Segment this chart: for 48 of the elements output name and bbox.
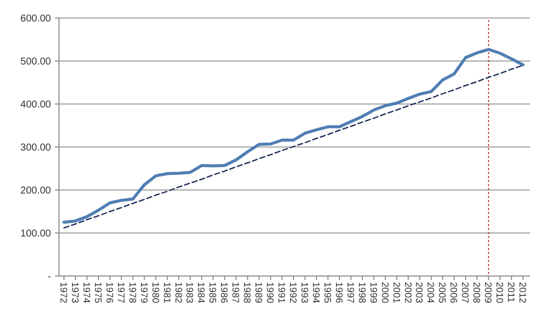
x-tick-label: 1999 (367, 282, 378, 304)
x-tick-label: 1974 (80, 282, 92, 304)
x-tick-label: 2003 (413, 282, 424, 304)
x-tick-label: 2010 (494, 282, 505, 304)
x-tick-label: 1996 (332, 282, 344, 304)
x-tick-label: 2004 (424, 282, 436, 304)
x-tick-label: 1991 (276, 282, 287, 304)
y-tick-label: - (48, 272, 51, 282)
y-tick-label: 400.00 (20, 100, 52, 110)
x-tick-label: 1992 (287, 282, 298, 304)
x-tick-label: 1988 (241, 282, 252, 304)
x-tick-label: 1985 (206, 282, 218, 304)
x-tick-label: 2009 (482, 282, 494, 304)
x-tick-label: 2006 (448, 282, 459, 304)
x-tick-label: 1973 (68, 282, 80, 304)
x-tick-label: 1978 (126, 282, 138, 304)
x-tick-label: 1987 (230, 282, 241, 304)
x-tick-label: 1989 (252, 282, 264, 304)
x-tick-label: 1984 (195, 282, 206, 304)
x-tick-label: 1972 (58, 282, 68, 304)
x-tick-label: 2000 (378, 282, 390, 304)
x-tick-label: 2008 (470, 282, 482, 304)
x-tick-label: 1995 (321, 282, 332, 304)
x-tick-label: 1983 (184, 282, 195, 304)
x-tick-label: 1998 (356, 282, 367, 304)
x-tick-label: 1979 (138, 282, 149, 304)
x-tick-label: 2011 (505, 282, 516, 302)
x-tick-label: 1982 (172, 282, 184, 304)
y-tick-label: 200.00 (20, 186, 52, 196)
y-tick-label: 300.00 (20, 142, 52, 154)
x-tick-label: 1994 (310, 282, 321, 304)
x-tick-label: 2005 (436, 282, 448, 304)
x-tick-label: 2001 (390, 282, 402, 304)
x-tick-label: 1993 (298, 282, 310, 304)
x-tick-label: 1980 (149, 282, 160, 304)
x-tick-label: 1981 (160, 282, 172, 304)
x-tick-label: 2002 (402, 282, 413, 304)
y-tick-label: 100.00 (20, 228, 52, 240)
x-tick-label: 2012 (516, 282, 528, 304)
x-tick-label: 1986 (218, 282, 230, 304)
x-tick-label: 1975 (92, 282, 103, 304)
x-tick-label: 1990 (264, 282, 276, 304)
y-tick-label: 500.00 (20, 56, 52, 68)
x-tick-label: 1977 (114, 282, 126, 304)
x-tick-label: 1976 (103, 282, 114, 304)
x-tick-label: 2007 (459, 282, 470, 304)
x-tick-label: 1997 (344, 282, 356, 304)
y-tick-label: 600.00 (20, 14, 52, 24)
